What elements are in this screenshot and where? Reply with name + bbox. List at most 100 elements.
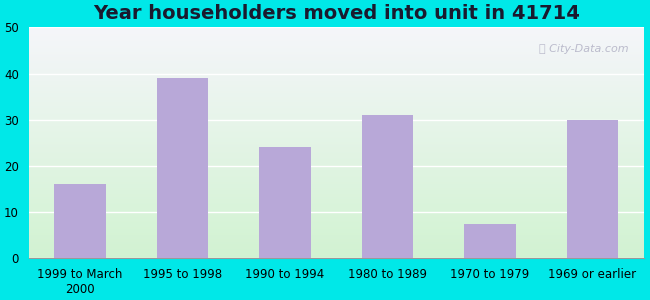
Bar: [29, 160, 644, 161]
Bar: [29, 92, 644, 93]
Bar: [29, 202, 644, 203]
Bar: [29, 71, 644, 73]
Bar: [29, 227, 644, 228]
Bar: [29, 128, 644, 129]
Bar: [29, 219, 644, 220]
Text: ⓘ City-Data.com: ⓘ City-Data.com: [539, 44, 629, 54]
Bar: [29, 197, 644, 198]
Bar: [29, 221, 644, 222]
Bar: [29, 236, 644, 237]
Bar: [29, 139, 644, 140]
Bar: [29, 55, 644, 56]
Bar: [29, 60, 644, 61]
Bar: [29, 200, 644, 202]
Bar: [29, 249, 644, 250]
Bar: [29, 32, 644, 33]
Bar: [29, 157, 644, 158]
Bar: [29, 251, 644, 252]
Bar: [29, 108, 644, 110]
Bar: [29, 164, 644, 165]
Bar: [29, 170, 644, 172]
Bar: [29, 248, 644, 249]
Bar: [29, 240, 644, 241]
Bar: [29, 90, 644, 91]
Bar: [29, 206, 644, 207]
Bar: [29, 217, 644, 218]
Bar: [29, 82, 644, 83]
Bar: [29, 46, 644, 47]
Bar: [29, 173, 644, 174]
Bar: [29, 235, 644, 236]
Bar: [29, 252, 644, 253]
Bar: [29, 115, 644, 116]
Bar: [29, 191, 644, 192]
Bar: [29, 232, 644, 233]
Bar: [29, 50, 644, 51]
Bar: [29, 33, 644, 34]
Bar: [29, 120, 644, 121]
Bar: [29, 187, 644, 188]
Bar: [29, 75, 644, 76]
Bar: [29, 83, 644, 84]
Bar: [29, 189, 644, 190]
Bar: [29, 218, 644, 219]
Bar: [29, 39, 644, 40]
Bar: [29, 80, 644, 82]
Bar: [29, 110, 644, 112]
Bar: [29, 198, 644, 199]
Bar: [29, 124, 644, 125]
Bar: [29, 84, 644, 85]
Bar: [29, 175, 644, 176]
Bar: [29, 62, 644, 63]
Bar: [29, 238, 644, 240]
Bar: [29, 148, 644, 150]
Bar: [29, 177, 644, 178]
Bar: [29, 250, 644, 251]
Bar: [29, 226, 644, 227]
Bar: [29, 121, 644, 122]
Bar: [29, 204, 644, 205]
Bar: [29, 178, 644, 180]
Bar: [29, 138, 644, 139]
Bar: [29, 45, 644, 46]
Bar: [29, 144, 644, 145]
Bar: [29, 132, 644, 134]
Bar: [29, 99, 644, 100]
Bar: [29, 152, 644, 153]
Bar: [29, 129, 644, 130]
Bar: [29, 31, 644, 32]
Bar: [29, 146, 644, 147]
Bar: [29, 188, 644, 189]
Bar: [29, 76, 644, 77]
Bar: [29, 134, 644, 135]
Bar: [29, 44, 644, 45]
Bar: [29, 113, 644, 114]
Bar: [29, 168, 644, 169]
Bar: [29, 174, 644, 175]
Bar: [29, 199, 644, 200]
Bar: [29, 54, 644, 55]
Bar: [29, 222, 644, 224]
Bar: [29, 176, 644, 177]
Bar: [29, 107, 644, 108]
Bar: [29, 52, 644, 53]
Bar: [157, 78, 208, 258]
Bar: [29, 205, 644, 206]
Bar: [29, 38, 644, 39]
Bar: [29, 41, 644, 43]
Bar: [29, 68, 644, 69]
Bar: [29, 215, 644, 217]
Bar: [29, 151, 644, 152]
Bar: [29, 155, 644, 157]
Bar: [29, 137, 644, 138]
Bar: [29, 34, 644, 36]
Bar: [29, 190, 644, 191]
Bar: [29, 61, 644, 62]
Bar: [29, 127, 644, 128]
Bar: [29, 85, 644, 86]
Bar: [29, 47, 644, 48]
Bar: [29, 211, 644, 212]
Bar: [29, 135, 644, 136]
Bar: [29, 98, 644, 99]
Bar: [29, 30, 644, 31]
